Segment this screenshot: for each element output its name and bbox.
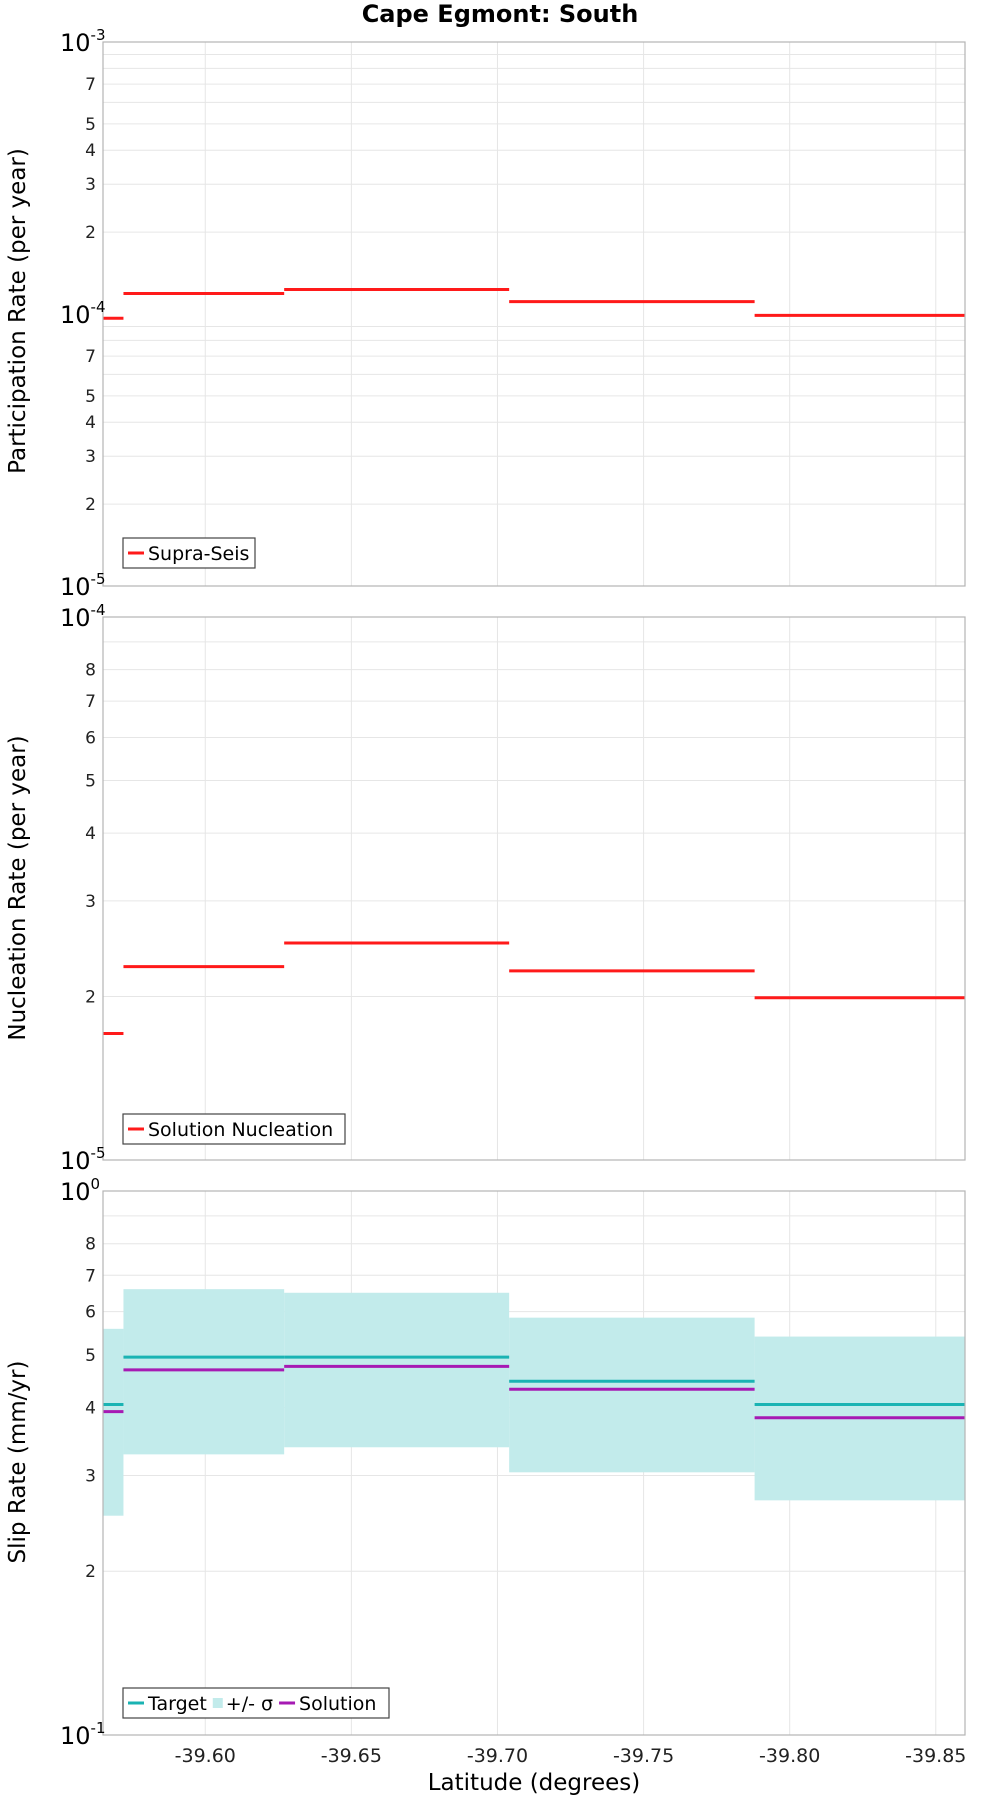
y-tick-label: 2 [85, 223, 96, 243]
y-tick-label: 5 [85, 387, 96, 407]
plot-frame [102, 1190, 966, 1736]
series-solution [103, 1364, 965, 1420]
sigma-band-segment [123, 1289, 285, 1455]
x-tick-label: -39.85 [905, 1745, 966, 1767]
panel-1: 7 5 4 3 2 7 5 4 3 2 10-3 10-4 10-5 Participation Rate… [5, 26, 966, 601]
panel-1-y-ticks: 7 5 4 3 2 7 5 4 3 2 10-3 10-4 10-5 [60, 26, 106, 601]
series-supra-seis [103, 288, 965, 320]
panel-2: 8 7 6 5 4 3 2 10-4 10-5 Nucleation Rate (per year… [5, 601, 966, 1175]
y-decade-label: 10-1 [60, 1719, 106, 1750]
x-tick-label: -39.60 [175, 1745, 236, 1767]
y-decade-label: 10-5 [60, 1144, 106, 1175]
y-tick-label: 2 [85, 1562, 96, 1582]
y-decade-label: 100 [60, 1175, 100, 1206]
legend-label: Solution [299, 1693, 376, 1715]
plot-frame [102, 616, 966, 1161]
y-tick-label: 6 [85, 728, 96, 748]
legend: Supra-Seis [122, 537, 256, 569]
panel-2-grid [103, 617, 965, 1160]
y-axis-label: Participation Rate (per year) [5, 148, 31, 474]
plot-frame [102, 41, 966, 587]
panel-2-y-ticks: 8 7 6 5 4 3 2 10-4 10-5 [60, 601, 106, 1175]
y-tick-label: 7 [85, 692, 96, 712]
legend-box [122, 1113, 346, 1145]
y-tick-label: 4 [85, 141, 96, 161]
legend-label: Solution Nucleation [148, 1119, 333, 1141]
sigma-band-segment [103, 1328, 124, 1516]
y-tick-label: 7 [85, 75, 96, 95]
y-tick-label: 3 [85, 1466, 96, 1486]
x-tick-label: -39.80 [759, 1745, 820, 1767]
y-decade-label: 10-4 [60, 601, 106, 632]
panel-1-grid [103, 42, 965, 586]
x-tick-label: -39.75 [613, 1745, 674, 1767]
legend-label: +/- σ [226, 1693, 273, 1715]
y-tick-label: 4 [85, 413, 96, 433]
y-tick-label: 5 [85, 771, 96, 791]
x-tick-label: -39.70 [467, 1745, 528, 1767]
y-axis-label: Slip Rate (mm/yr) [5, 1361, 31, 1564]
y-decade-label: 10-5 [60, 570, 106, 601]
sigma-band [103, 1289, 965, 1516]
legend: Solution Nucleation [122, 1113, 346, 1145]
sigma-band-segment [509, 1317, 755, 1473]
y-tick-label: 8 [85, 1235, 96, 1255]
y-decade-label: 10-3 [60, 26, 106, 57]
y-tick-label: 5 [85, 115, 96, 135]
legend-box [122, 1687, 390, 1719]
y-tick-label: 7 [85, 347, 96, 367]
y-tick-label: 3 [85, 447, 96, 467]
panel-3: 8 7 6 5 4 3 2 100 10-1 Slip Rate (mm/yr) Target +/-… [5, 1175, 966, 1750]
y-tick-label: 4 [85, 1398, 96, 1418]
x-tick-label: -39.65 [321, 1745, 382, 1767]
series-target [103, 1355, 965, 1407]
panel-3-y-ticks: 8 7 6 5 4 3 2 100 10-1 [60, 1175, 106, 1750]
y-axis-label: Nucleation Rate (per year) [5, 735, 31, 1040]
legend-label: Target [147, 1693, 207, 1715]
sigma-band-segment [284, 1292, 510, 1448]
chart-title: Cape Egmont: South [362, 0, 639, 28]
legend-swatch [212, 1698, 223, 1708]
y-tick-label: 2 [85, 495, 96, 515]
y-tick-label: 4 [85, 824, 96, 844]
y-tick-label: 6 [85, 1303, 96, 1323]
legend-box [122, 537, 256, 569]
legend: Target +/- σ Solution [122, 1687, 390, 1719]
x-axis: -39.60 -39.65 -39.70 -39.75 -39.80 -39.85 [175, 1745, 967, 1767]
series-solution-nucleation [103, 941, 965, 1035]
y-tick-label: 2 [85, 988, 96, 1008]
y-decade-label: 10-4 [60, 298, 106, 329]
y-tick-label: 5 [85, 1346, 96, 1366]
y-tick-label: 3 [85, 892, 96, 912]
y-tick-label: 3 [85, 175, 96, 195]
x-axis-label: Latitude (degrees) [428, 1770, 641, 1796]
y-tick-label: 7 [85, 1266, 96, 1286]
legend-label: Supra-Seis [148, 543, 249, 565]
y-tick-label: 8 [85, 661, 96, 681]
